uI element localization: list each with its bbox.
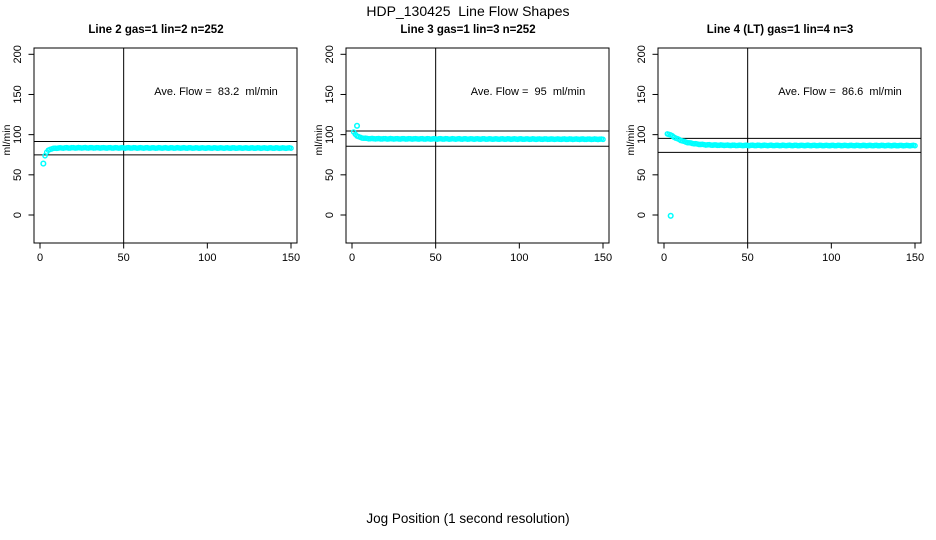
flow-scatter-plot: 0 50 100 150 0 50 100 150 200 ml/min — [313, 45, 612, 264]
x-axis: 0 50 100 150 — [37, 243, 300, 264]
flow-scatter-plot: 0 50 100 150 0 50 100 150 200 ml/min — [1, 45, 300, 264]
y-tick-label: 150 — [324, 85, 336, 103]
plot-box — [657, 47, 922, 244]
y-tick-label: 200 — [324, 45, 336, 63]
y-axis: 0 50 100 150 200 — [324, 45, 346, 218]
y-tick-label: 200 — [636, 45, 648, 63]
y-axis-label: ml/min — [313, 124, 325, 155]
x-tick-label: 0 — [349, 252, 355, 264]
flow-scatter-plot: 0 50 100 150 0 50 100 150 200 ml/min — [625, 45, 924, 264]
panel-title: Line 4 (LT) gas=1 lin=4 n=3 — [706, 24, 854, 36]
ave-flow-annotation: Ave. Flow = 83.2 ml/min — [154, 86, 278, 98]
y-tick-label: 200 — [12, 45, 24, 63]
y-tick-label: 100 — [324, 125, 336, 143]
x-tick-label: 150 — [282, 252, 300, 264]
y-tick-label: 0 — [636, 212, 648, 218]
y-tick-label: 50 — [12, 169, 24, 181]
x-axis-label: Jog Position (1 second resolution) — [366, 511, 570, 526]
plot-box — [33, 47, 298, 244]
outlier-point — [353, 122, 361, 129]
data-points — [664, 131, 918, 219]
panel-title: Line 3 gas=1 lin=3 n=252 — [400, 24, 536, 36]
x-tick-label: 100 — [822, 252, 840, 264]
x-tick-label: 150 — [906, 252, 924, 264]
flow-panel-line2: Line 2 gas=1 lin=2 n=252 0 50 100 150 0 50 100… — [0, 0, 312, 280]
x-tick-label: 0 — [661, 252, 667, 264]
plot-box — [345, 47, 610, 244]
data-point — [600, 136, 606, 143]
y-axis-label: ml/min — [1, 124, 13, 155]
y-tick-label: 50 — [324, 169, 336, 181]
y-tick-label: 50 — [636, 169, 648, 181]
x-tick-label: 50 — [118, 252, 130, 264]
data-points — [40, 144, 294, 167]
y-tick-label: 150 — [12, 85, 24, 103]
x-tick-label: 50 — [742, 252, 754, 264]
y-axis: 0 50 100 150 200 — [12, 45, 34, 218]
y-axis: 0 50 100 150 200 — [636, 45, 658, 218]
x-tick-label: 100 — [510, 252, 528, 264]
ave-flow-annotation: Ave. Flow = 95 ml/min — [470, 86, 586, 98]
y-tick-label: 0 — [12, 212, 24, 218]
y-tick-label: 150 — [636, 85, 648, 103]
outlier-point — [40, 160, 47, 167]
panel-title: Line 2 gas=1 lin=2 n=252 — [88, 24, 224, 36]
x-tick-label: 150 — [594, 252, 612, 264]
x-tick-label: 100 — [198, 252, 216, 264]
page-title: HDP_130425 Line Flow Shapes — [366, 3, 570, 19]
y-tick-label: 100 — [12, 125, 24, 143]
x-axis: 0 50 100 150 — [349, 243, 612, 264]
y-tick-label: 100 — [636, 125, 648, 143]
x-axis: 0 50 100 150 — [661, 243, 924, 264]
data-points — [350, 122, 606, 143]
flow-panel-line3: Line 3 gas=1 lin=3 n=252 0 50 100 150 0 50 100… — [312, 0, 624, 280]
ave-flow-annotation: Ave. Flow = 86.6 ml/min — [778, 86, 902, 98]
data-point — [912, 142, 918, 149]
flow-panel-line4: Line 4 (LT) gas=1 lin=4 n=3 0 50 100 150 0 50… — [624, 0, 936, 280]
y-axis-label: ml/min — [625, 124, 637, 155]
data-point — [288, 145, 294, 151]
x-tick-label: 0 — [37, 252, 43, 264]
x-tick-label: 50 — [430, 252, 442, 264]
y-tick-label: 0 — [324, 212, 336, 218]
panels-row: Line 2 gas=1 lin=2 n=252 0 50 100 150 0 50 100… — [0, 0, 936, 280]
outlier-point — [667, 212, 674, 219]
